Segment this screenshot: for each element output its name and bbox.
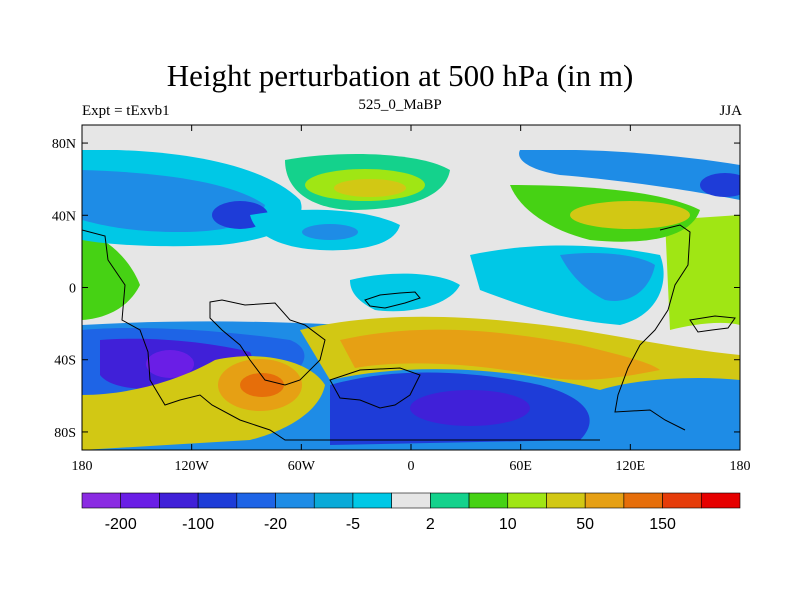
season-label: JJA — [719, 103, 742, 119]
y-tick-label: 40N — [52, 209, 76, 224]
contour-neg-deep-core — [410, 390, 530, 426]
colorbar-swatch — [391, 492, 431, 509]
x-tick-label: 60E — [509, 459, 532, 474]
colorbar-label: -100 — [182, 516, 214, 533]
x-tick-label: 180 — [72, 459, 93, 474]
colorbar-swatch — [662, 492, 702, 509]
colorbar-swatch — [275, 492, 315, 509]
contour-pos-asia-core — [570, 201, 690, 229]
colorbar-swatch — [236, 492, 276, 509]
colorbar-label: -5 — [346, 516, 360, 533]
colorbar-swatch — [313, 492, 354, 509]
colorbar-label: 150 — [649, 516, 676, 533]
contour-neg-east-north — [519, 149, 740, 200]
period-label: 525_0_MaBP — [358, 97, 442, 113]
x-tick-label: 120W — [175, 459, 210, 474]
colorbar-label: 50 — [576, 516, 594, 533]
colorbar-swatch — [430, 492, 470, 509]
contour-west-coast-band — [82, 230, 140, 320]
x-tick-label: 120E — [616, 459, 646, 474]
colorbar-swatch — [468, 492, 509, 509]
colorbar-swatch — [159, 492, 199, 509]
colorbar-swatch — [623, 492, 663, 509]
y-tick-label: 80S — [54, 426, 76, 441]
colorbar-swatch — [507, 492, 547, 509]
contour-neg-east-north-core — [700, 173, 740, 197]
x-axis: 180 120W 60W 0 60E 120E 180 — [72, 125, 751, 474]
colorbar-swatch — [546, 492, 586, 509]
colorbar-label: -20 — [264, 516, 287, 533]
coastlines — [82, 224, 736, 441]
colorbar: -200 -100 -20 -5 2 10 50 150 — [81, 492, 741, 533]
colorbar-label: 10 — [499, 516, 517, 533]
contour-eq-cyan-east-inner — [560, 253, 655, 301]
contour-pos-north-atlantic-core — [334, 179, 406, 197]
contour-min-core — [146, 350, 194, 378]
colorbar-swatch — [197, 492, 238, 509]
y-tick-label: 40S — [54, 354, 76, 369]
colorbar-swatch — [81, 492, 122, 509]
colorbar-label: 2 — [426, 516, 435, 533]
contour-pos-south-core — [340, 329, 660, 380]
experiment-label: Expt = tExvb1 — [82, 103, 170, 119]
colorbar-label: -200 — [105, 516, 137, 533]
colorbar-swatch — [352, 492, 392, 509]
colorbar-swatch — [120, 492, 160, 509]
contour-east-band — [665, 215, 740, 330]
x-tick-label: 0 — [408, 459, 415, 474]
chart-title: Height perturbation at 500 hPa (in m) — [166, 58, 634, 93]
x-tick-label: 60W — [288, 459, 316, 474]
contour-max-core — [240, 373, 284, 397]
colorbar-swatch — [584, 492, 625, 509]
x-tick-label: 180 — [730, 459, 751, 474]
contour-neg-atlantic-core — [302, 224, 358, 240]
colorbar-swatch — [700, 492, 741, 509]
y-axis: 80N 40N 0 40S 80S — [52, 137, 740, 441]
map-field — [82, 125, 740, 450]
y-tick-label: 80N — [52, 137, 76, 152]
y-tick-label: 0 — [69, 282, 76, 297]
